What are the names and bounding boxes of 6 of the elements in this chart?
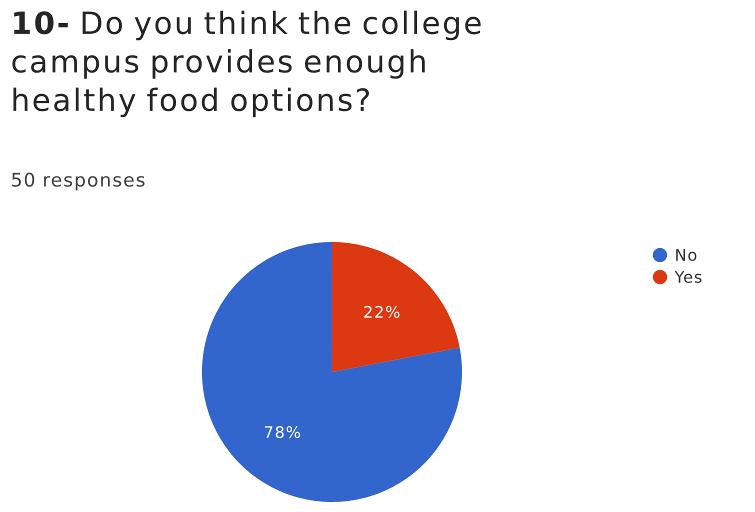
chart-title: 10- Do you think the college campus provides enough healthy food options? xyxy=(12,10,481,118)
data-label: 78% xyxy=(264,426,300,438)
legend-label: Yes xyxy=(674,271,702,283)
legend-label: No xyxy=(676,249,696,261)
chart-subtitle: 50 responses xyxy=(12,172,144,190)
data-label: 22% xyxy=(364,306,400,318)
